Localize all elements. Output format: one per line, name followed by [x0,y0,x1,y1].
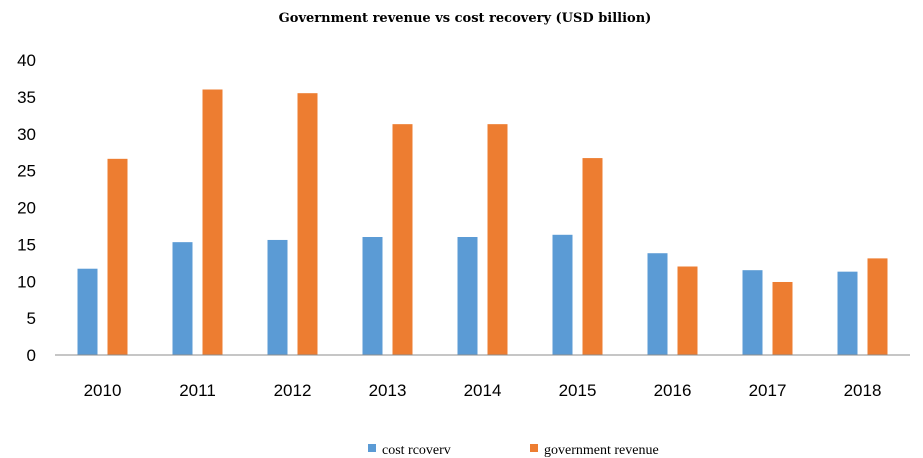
bar-series-1-2017 [772,281,793,355]
x-tick-label: 2018 [844,381,882,400]
legend-label: cost rcoverv [382,443,451,458]
bar-series-0-2015 [552,234,573,355]
legend-label: government revenue [544,443,659,458]
bar-series-1-2011 [202,89,223,355]
bar-series-0-2018 [837,271,858,355]
x-axis-ticks: 2010 2011 2012 2013 2014 2015 2016 2017 2018 [84,381,882,400]
bar-series-0-2010 [77,268,98,355]
y-tick-label: 0 [27,346,36,365]
bar-series-0-2017 [742,270,763,355]
legend: cost rcoverv government revenue [368,443,659,458]
y-tick-label: 20 [17,199,36,218]
y-tick-label: 25 [17,162,36,181]
y-tick-label: 10 [17,272,36,291]
bar-series-1-2015 [582,158,603,355]
bar-series-0-2013 [362,237,383,355]
bar-series-0-2016 [647,253,668,355]
bar-series-1-2013 [392,124,413,355]
x-tick-label: 2014 [464,381,502,400]
y-tick-label: 35 [17,88,36,107]
x-tick-label: 2015 [559,381,597,400]
x-tick-label: 2013 [369,381,407,400]
legend-swatch [530,444,538,452]
y-axis-ticks: 0 5 10 15 20 25 30 35 40 [17,51,36,365]
y-tick-label: 40 [17,51,36,70]
y-tick-label: 30 [17,125,36,144]
x-tick-label: 2012 [274,381,312,400]
bar-series-0-2011 [172,242,193,355]
y-tick-label: 5 [27,309,36,328]
x-tick-label: 2017 [749,381,787,400]
legend-swatch [368,444,376,452]
bar-series-1-2018 [867,258,888,355]
chart-title: Government revenue vs cost recovery (USD… [279,11,652,26]
bar-series-0-2012 [267,239,288,355]
x-tick-label: 2016 [654,381,692,400]
bar-series-1-2016 [677,266,698,355]
bar-series-1-2010 [107,158,128,355]
bar-series-0-2014 [457,237,478,355]
bar-series-1-2014 [487,124,508,355]
bar-series-1-2012 [297,93,318,355]
bars [77,89,888,355]
y-tick-label: 15 [17,235,36,254]
x-tick-label: 2011 [179,381,216,400]
x-tick-label: 2010 [84,381,122,400]
